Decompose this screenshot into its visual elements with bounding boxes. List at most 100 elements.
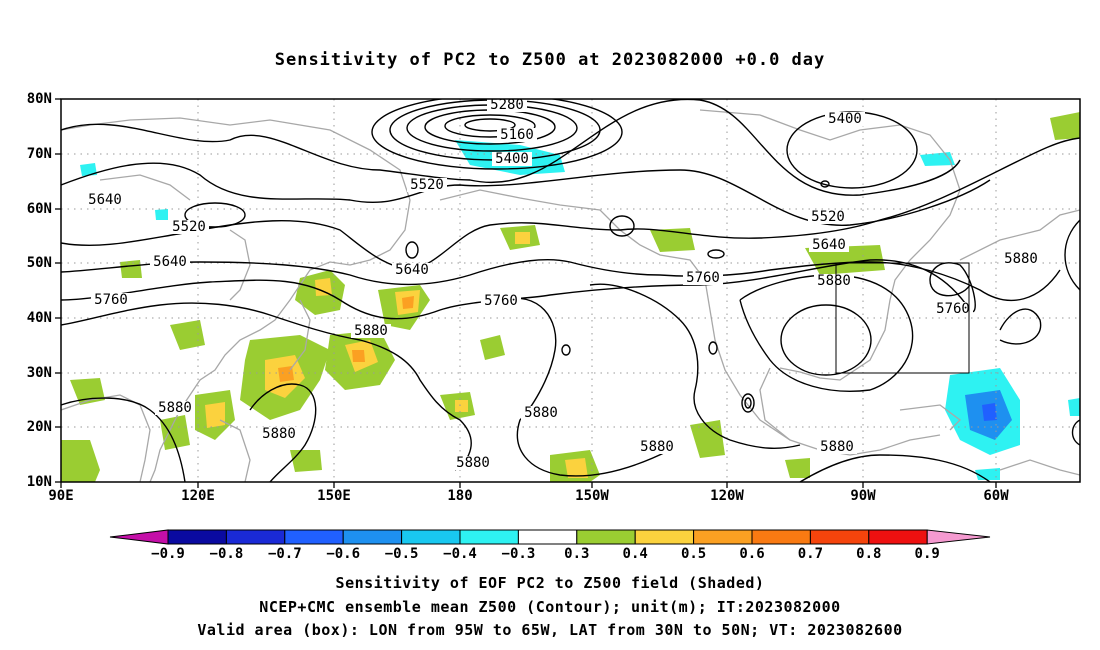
longitude-labels: 90E 120E 150E 180 150W 120W 90W 60W	[48, 488, 1009, 504]
contour-label-text: 5880	[820, 439, 854, 455]
contour-label: 5520	[407, 177, 447, 193]
contour-label: 5520	[169, 219, 209, 235]
colorbar-swatch	[693, 529, 753, 545]
colorbar-swatch	[868, 529, 928, 545]
lon-label: 150W	[575, 488, 609, 504]
contour-label: 5880	[259, 426, 299, 442]
colorbar-level: 0.9	[915, 546, 940, 562]
contour-label-text: 5760	[484, 293, 518, 309]
contour-label: 5640	[809, 237, 849, 253]
colorbar-labels: −0.9 −0.8 −0.7 −0.6 −0.5 −0.4 −0.3 0.3 0.4 0.5 0.6…	[151, 546, 940, 562]
contour-label: 5760	[481, 293, 521, 309]
colorbar-swatch	[751, 529, 811, 545]
contour-label: 5520	[808, 209, 848, 225]
contour-label-text: 5880	[640, 439, 674, 455]
latitude-labels: 80N 70N 60N 50N 40N 30N 20N 10N	[27, 91, 52, 490]
lon-label: 90E	[48, 488, 73, 504]
contour-label: 5760	[91, 292, 131, 308]
colorbar-swatch	[284, 529, 344, 545]
colorbar-level: −0.6	[326, 546, 360, 562]
lon-label: 150E	[317, 488, 351, 504]
contour-label-text: 5640	[395, 262, 429, 278]
contour-label: 5880	[637, 439, 677, 455]
colorbar-level: −0.9	[151, 546, 185, 562]
contour-label-text: 5880	[262, 426, 296, 442]
contour-label-text: 5160	[500, 127, 534, 143]
figure-title: Sensitivity of PC2 to Z500 at 2023082000…	[274, 50, 826, 70]
contour-label: 5640	[85, 192, 125, 208]
valid-area-box	[835, 262, 970, 374]
lat-label: 40N	[27, 310, 52, 326]
colorbar-swatch	[809, 529, 870, 545]
contour-label-text: 5760	[94, 292, 128, 308]
colorbar-left-triangle	[109, 529, 169, 545]
colorbar-swatch	[459, 529, 519, 545]
contour-label-text: 5880	[456, 455, 490, 471]
colorbar-swatch	[634, 529, 695, 545]
contour-label-text: 5640	[812, 237, 846, 253]
contour-label-text: 5640	[88, 192, 122, 208]
colorbar-swatch	[576, 529, 636, 545]
contour-label-text: 5520	[172, 219, 206, 235]
contour-label-text: 5880	[158, 400, 192, 416]
lat-label: 80N	[27, 91, 52, 107]
contour-label: 5760	[683, 270, 723, 286]
colorbar-level: −0.4	[443, 546, 477, 562]
colorbar-swatch	[401, 529, 461, 545]
lat-label: 50N	[27, 255, 52, 271]
lat-label: 30N	[27, 365, 52, 381]
lon-label: 180	[447, 488, 472, 504]
caption-shading: Sensitivity of EOF PC2 to Z500 field (Sh…	[335, 574, 765, 592]
colorbar-swatch	[225, 529, 286, 545]
positive-sensitivity-0.4	[205, 232, 588, 478]
contour-label-text: 5760	[936, 301, 970, 317]
colorbar-level: 0.6	[739, 546, 764, 562]
contour-label: 5880	[453, 455, 493, 471]
contour-label-text: 5760	[686, 270, 720, 286]
contour-label: 5880	[814, 273, 854, 289]
map-frame	[60, 98, 1081, 483]
negative-sensitivity-0.6	[982, 403, 997, 421]
lon-label: 120E	[181, 488, 215, 504]
colorbar-level: 0.4	[623, 546, 648, 562]
colorbar-swatch	[167, 529, 227, 545]
contour-label-text: 5280	[490, 97, 524, 113]
colorbar-level: −0.7	[268, 546, 302, 562]
contour-label-text: 5400	[495, 151, 529, 167]
colorbar-swatch	[342, 529, 403, 545]
contour-labels: 5280 5160 5400 5400 5520 5520 5520 5640 5640 5640…	[85, 97, 1041, 471]
colorbar-level: 0.8	[856, 546, 881, 562]
colorbar-swatch	[517, 529, 578, 545]
lat-label: 60N	[27, 201, 52, 217]
contour-label: 5880	[351, 323, 391, 339]
contour-label: 5640	[392, 262, 432, 278]
colorbar-level: −0.3	[502, 546, 536, 562]
contour-label-text: 5640	[153, 254, 187, 270]
colorbar	[109, 529, 991, 545]
axis-ticks	[55, 98, 997, 488]
contour-label: 5880	[1001, 251, 1041, 267]
contour-label: 5880	[521, 405, 561, 421]
lon-label: 120W	[710, 488, 744, 504]
caption-contour: NCEP+CMC ensemble mean Z500 (Contour); u…	[259, 598, 841, 616]
contour-label: 5280	[487, 97, 527, 113]
contour-label-text: 5520	[410, 177, 444, 193]
contour-label: 5160	[497, 127, 537, 143]
contour-label-text: 5880	[817, 273, 851, 289]
contour-label-text: 5880	[524, 405, 558, 421]
contour-label-text: 5520	[811, 209, 845, 225]
contour-label: 5400	[492, 151, 532, 167]
colorbar-level: 0.5	[681, 546, 706, 562]
contour-label: 5400	[825, 111, 865, 127]
contour-label-text: 5400	[828, 111, 862, 127]
contour-label-text: 5880	[1004, 251, 1038, 267]
colorbar-level: 0.7	[798, 546, 823, 562]
colorbar-level: 0.3	[564, 546, 589, 562]
contour-label-text: 5880	[354, 323, 388, 339]
colorbar-right-triangle	[926, 529, 991, 545]
colorbar-level: −0.8	[210, 546, 244, 562]
caption-valid-area: Valid area (box): LON from 95W to 65W, L…	[197, 621, 903, 639]
lat-label: 10N	[27, 474, 52, 490]
lon-label: 90W	[850, 488, 876, 504]
